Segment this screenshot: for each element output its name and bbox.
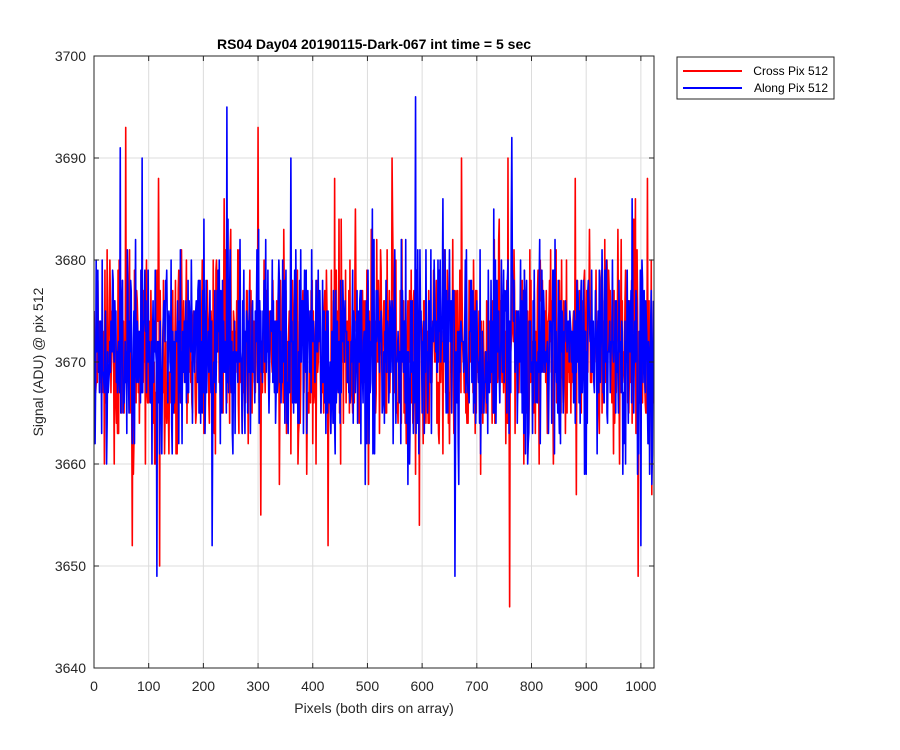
legend-label: Cross Pix 512	[753, 64, 828, 78]
x-axis-label: Pixels (both dirs on array)	[294, 700, 454, 716]
axis-ticks: 0 100 200 300 400 500 600 700 800 900 1000 3640 3650…	[55, 48, 657, 694]
x-tick-label: 500	[356, 678, 380, 694]
legend: Cross Pix 512 Along Pix 512	[676, 56, 835, 100]
y-tick-label: 3660	[55, 456, 86, 472]
y-tick-label: 3670	[55, 354, 86, 370]
y-axis-label: Signal (ADU) @ pix 512	[30, 287, 46, 436]
y-tick-label: 3680	[55, 252, 86, 268]
y-tick-label: 3700	[55, 48, 86, 64]
y-tick-label: 3650	[55, 558, 86, 574]
series-line-along-pix	[94, 96, 654, 577]
x-tick-label: 400	[301, 678, 325, 694]
x-tick-label: 200	[192, 678, 216, 694]
legend-label: Along Pix 512	[754, 81, 828, 95]
x-tick-label: 1000	[625, 678, 656, 694]
y-tick-label: 3640	[55, 660, 86, 676]
x-tick-label: 100	[137, 678, 161, 694]
x-tick-label: 600	[410, 678, 434, 694]
y-tick-label: 3690	[55, 150, 86, 166]
x-tick-label: 700	[465, 678, 489, 694]
series-lines	[94, 96, 654, 608]
x-tick-label: 800	[520, 678, 544, 694]
x-tick-label: 300	[246, 678, 270, 694]
x-tick-label: 900	[575, 678, 599, 694]
legend-box	[676, 56, 835, 100]
x-tick-label: 0	[90, 678, 98, 694]
chart-title: RS04 Day04 20190115-Dark-067 int time = …	[217, 36, 531, 52]
